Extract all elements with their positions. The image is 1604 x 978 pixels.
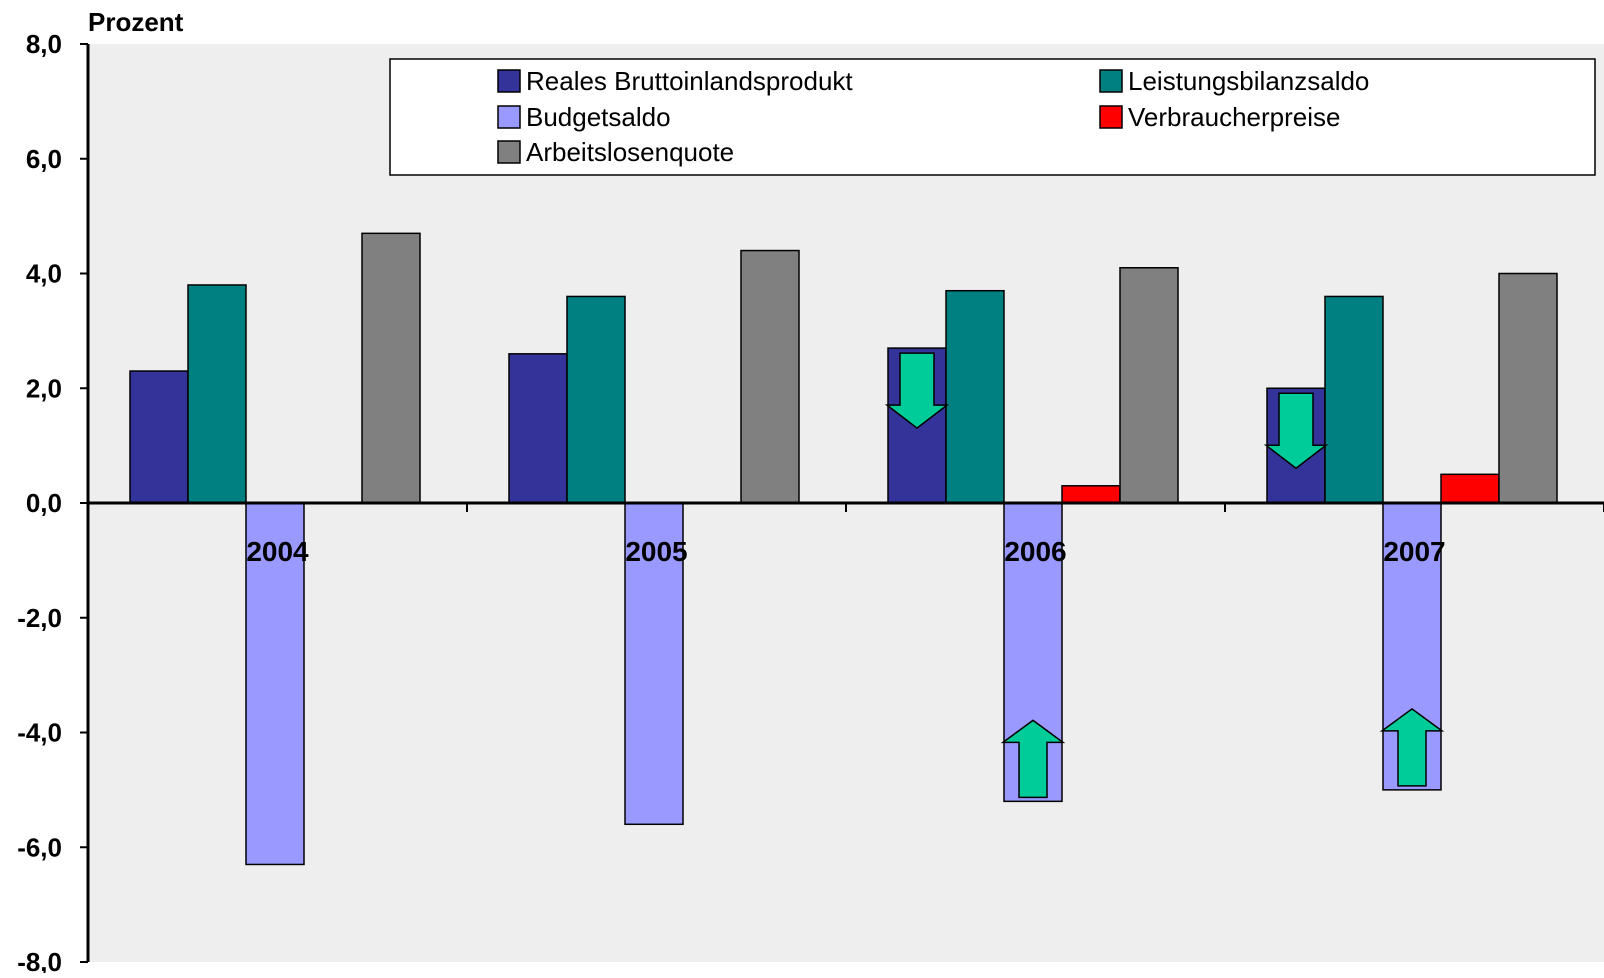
- x-tick-label-2006: 2006: [1004, 536, 1066, 567]
- bar-arbeitslosenquote-2005: [740, 249, 800, 504]
- bar-arbeitslosenquote-2006: [1119, 267, 1179, 504]
- x-tick-label-2004: 2004: [246, 536, 309, 567]
- legend-swatch-0: [497, 69, 521, 93]
- legend-swatch-1: [1099, 69, 1123, 93]
- legend-label-4: Arbeitslosenquote: [526, 137, 734, 167]
- y-tick-label: 6,0: [26, 144, 62, 174]
- legend-swatch-2: [497, 105, 521, 129]
- legend-box: [389, 58, 1596, 176]
- arrow-down-icon: [884, 352, 950, 430]
- arrows-layer: [884, 352, 1445, 799]
- bars-layer: [129, 232, 1558, 866]
- legend-swatch-3: [1099, 105, 1123, 129]
- legend-label-0: Reales Bruttoinlandsprodukt: [526, 66, 853, 96]
- bar-arbeitslosenquote-2007: [1498, 272, 1558, 504]
- legend-label-1: Leistungsbilanzsaldo: [1128, 66, 1369, 96]
- labels-layer: 8,0 6,0 4,0 2,0 0,0 -2,0 -4,0 -6,0 -8,0 2004 2005 2…: [17, 29, 1445, 977]
- x-tick-label-2005: 2005: [625, 536, 687, 567]
- y-axis-label: Prozent: [88, 7, 184, 37]
- legend-label-2: Budgetsaldo: [526, 102, 671, 132]
- y-tick-label: 4,0: [26, 259, 62, 289]
- legend: Reales Bruttoinlandsprodukt Leistungsbila…: [389, 58, 1596, 176]
- arrow-up-icon: [1379, 707, 1445, 787]
- bar-verbraucherpreise-2006: [1061, 485, 1121, 504]
- bar-leistungsbilanzsaldo-2007: [1324, 295, 1384, 504]
- bar-verbraucherpreise-2007: [1440, 473, 1500, 504]
- y-tick-label: 0,0: [26, 488, 62, 518]
- arrow-up-icon: [1000, 719, 1066, 799]
- bar-budgetsaldo-2004: [245, 502, 305, 866]
- y-tick-label: -4,0: [17, 718, 62, 748]
- y-tick-label: 2,0: [26, 373, 62, 403]
- axes-layer: [80, 43, 1604, 963]
- bar-arbeitslosenquote-2004: [361, 232, 421, 504]
- y-tick-label: 8,0: [26, 29, 62, 59]
- x-tick-label-2007: 2007: [1383, 536, 1445, 567]
- y-tick-label: -6,0: [17, 832, 62, 862]
- y-tick-label: -2,0: [17, 603, 62, 633]
- bar-reales-bruttoinlandsprodukt-2004: [129, 370, 189, 504]
- legend-label-3: Verbraucherpreise: [1128, 102, 1340, 132]
- bar-reales-bruttoinlandsprodukt-2005: [508, 353, 568, 504]
- legend-swatch-4: [497, 140, 521, 164]
- arrow-down-icon: [1263, 392, 1329, 470]
- bar-leistungsbilanzsaldo-2005: [566, 295, 626, 504]
- bar-leistungsbilanzsaldo-2006: [945, 289, 1005, 504]
- bar-leistungsbilanzsaldo-2004: [187, 284, 247, 504]
- y-tick-label: -8,0: [17, 947, 62, 973]
